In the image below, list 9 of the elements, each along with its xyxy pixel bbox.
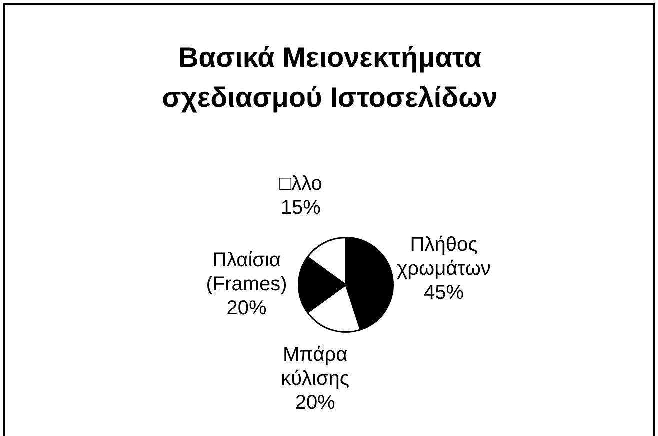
chart-title: Βασικά Μειονεκτήματα σχεδιασμού Ιστοσελίδων [161,41,499,115]
slice-label: Πλαίσια (Frames) [206,250,288,296]
data-label: 20% [295,392,336,414]
data-label: 15% [280,197,322,220]
slice-label: Μπάρα κύλισης [281,344,350,390]
data-label: 20% [226,298,267,320]
slice-label: □λλο [279,173,322,196]
data-label: 45% [424,282,464,304]
slice-label: Πλήθος χρωμάτων [397,234,491,280]
